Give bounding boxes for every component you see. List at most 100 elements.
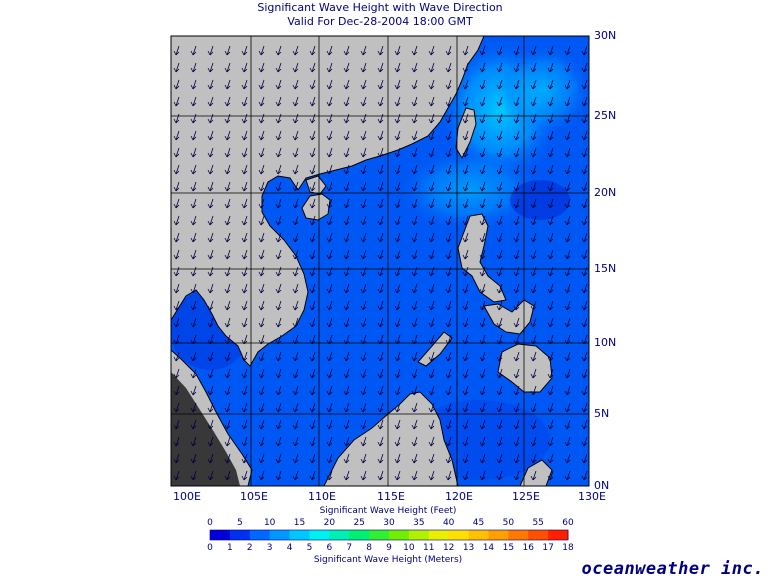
- direction-arrow: [343, 300, 350, 311]
- direction-arrow: [190, 351, 197, 362]
- direction-arrow: [530, 470, 537, 481]
- direction-arrow: [190, 79, 197, 90]
- direction-arrow: [530, 45, 537, 56]
- direction-arrow: [343, 181, 350, 192]
- direction-arrow: [394, 181, 401, 192]
- direction-arrow: [207, 113, 214, 124]
- direction-arrow: [547, 351, 554, 362]
- meter-tick: 0: [207, 543, 213, 553]
- direction-arrow: [241, 79, 248, 90]
- direction-arrow: [173, 419, 180, 430]
- direction-arrow: [224, 470, 231, 481]
- direction-arrow: [530, 385, 537, 396]
- direction-arrow: [224, 266, 231, 277]
- direction-arrow: [343, 317, 350, 328]
- direction-arrow: [207, 436, 214, 447]
- direction-arrow: [564, 232, 571, 243]
- direction-arrow: [394, 317, 401, 328]
- colorbar-cell: [249, 530, 271, 540]
- direction-arrow: [530, 198, 537, 209]
- direction-arrow: [190, 232, 197, 243]
- direction-arrow: [241, 198, 248, 209]
- direction-arrow: [581, 113, 588, 124]
- direction-arrow: [564, 300, 571, 311]
- direction-arrow: [462, 300, 469, 311]
- direction-arrow: [462, 385, 469, 396]
- direction-arrow: [513, 249, 520, 260]
- direction-arrow: [275, 368, 282, 379]
- direction-arrow: [343, 453, 350, 464]
- direction-arrow: [564, 470, 571, 481]
- direction-arrow: [326, 147, 333, 158]
- direction-arrow: [360, 79, 367, 90]
- direction-arrow: [309, 113, 316, 124]
- direction-arrow: [411, 419, 418, 430]
- direction-arrow: [173, 300, 180, 311]
- direction-arrow: [462, 79, 469, 90]
- direction-arrow: [173, 453, 180, 464]
- direction-arrow: [343, 436, 350, 447]
- direction-arrow: [445, 317, 452, 328]
- direction-arrow: [207, 215, 214, 226]
- direction-arrow: [309, 62, 316, 73]
- direction-arrow: [190, 419, 197, 430]
- direction-arrow: [513, 164, 520, 175]
- direction-arrow: [462, 368, 469, 379]
- lat-label: 20N: [594, 186, 616, 199]
- direction-arrow: [258, 215, 265, 226]
- direction-arrow: [343, 62, 350, 73]
- direction-arrow: [343, 147, 350, 158]
- direction-arrow: [496, 453, 503, 464]
- colorbar-cell: [349, 530, 370, 540]
- direction-arrow: [258, 45, 265, 56]
- direction-arrow: [496, 147, 503, 158]
- direction-arrow: [241, 249, 248, 260]
- direction-arrow: [411, 215, 418, 226]
- direction-arrow: [496, 385, 503, 396]
- direction-arrow: [275, 45, 282, 56]
- direction-arrow: [207, 300, 214, 311]
- meter-tick: 14: [483, 543, 495, 553]
- direction-arrow: [207, 96, 214, 107]
- direction-arrow: [190, 266, 197, 277]
- direction-arrow: [530, 130, 537, 141]
- meter-tick: 8: [366, 543, 372, 553]
- direction-arrow: [241, 232, 248, 243]
- direction-arrow: [479, 215, 486, 226]
- direction-arrow: [462, 317, 469, 328]
- direction-arrow: [411, 470, 418, 481]
- direction-arrow: [275, 249, 282, 260]
- direction-arrow: [530, 300, 537, 311]
- direction-arrow: [564, 79, 571, 90]
- direction-arrow: [428, 317, 435, 328]
- direction-arrow: [207, 266, 214, 277]
- direction-arrow: [173, 113, 180, 124]
- direction-arrow: [326, 249, 333, 260]
- direction-arrow: [258, 164, 265, 175]
- direction-arrow: [343, 130, 350, 141]
- direction-arrow: [377, 96, 384, 107]
- direction-arrow: [411, 113, 418, 124]
- direction-arrow: [258, 96, 265, 107]
- direction-arrow: [530, 351, 537, 362]
- colorbar-meters-label: Significant Wave Height (Meters): [314, 555, 462, 565]
- direction-arrow: [377, 419, 384, 430]
- direction-arrow: [428, 351, 435, 362]
- direction-arrow: [428, 113, 435, 124]
- colorbar: [209, 529, 569, 541]
- direction-arrow: [207, 232, 214, 243]
- direction-arrow: [428, 283, 435, 294]
- direction-arrow: [479, 300, 486, 311]
- direction-arrow: [343, 164, 350, 175]
- direction-arrow: [445, 45, 452, 56]
- direction-arrow: [241, 385, 248, 396]
- direction-arrow: [564, 436, 571, 447]
- direction-arrow: [530, 62, 537, 73]
- direction-arrow: [462, 45, 469, 56]
- direction-arrow: [173, 181, 180, 192]
- direction-arrow: [360, 436, 367, 447]
- direction-arrow: [462, 198, 469, 209]
- direction-arrow: [292, 198, 299, 209]
- direction-arrow: [241, 283, 248, 294]
- direction-arrow: [462, 96, 469, 107]
